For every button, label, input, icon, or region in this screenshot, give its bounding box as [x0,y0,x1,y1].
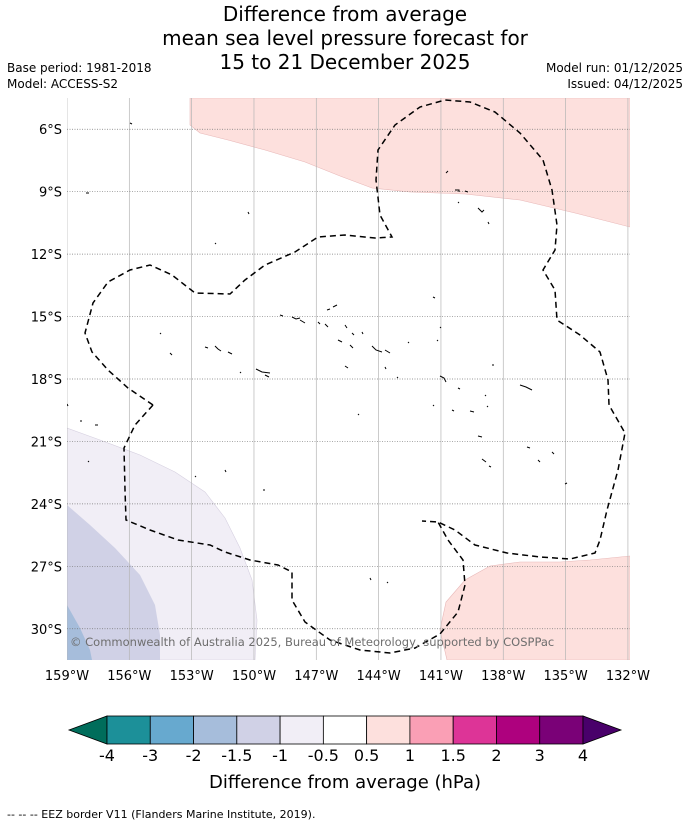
title-line-3: 15 to 21 December 2025 [219,50,471,74]
lon-tick-label: 144°W [357,669,401,684]
colorbar-tick-label: 2 [491,746,501,765]
lat-tick-label: 24°S [31,498,62,513]
lat-tick-label: 6°S [39,123,62,138]
colorbar-segment [193,715,238,745]
lon-tick-label: 147°W [294,669,338,684]
colorbar-tick-label: 0.5 [354,746,379,765]
lat-tick-label: 9°S [39,186,62,201]
lon-tick-label: 138°W [481,669,525,684]
issued-text: Issued: 04/12/2025 [567,77,683,91]
colorbar: -4 -3 -2 -1.5 -1 -0.5 0.5 1 1.5 2 3 4 [67,715,623,765]
gridlines [67,98,630,660]
colorbar-segment [236,715,281,745]
lon-tick-label: 150°W [232,669,276,684]
lon-tick-label: 159°W [45,669,89,684]
base-period-text: Base period: 1981-2018 [7,61,152,75]
colorbar-extend-low [67,715,108,745]
eez-border-southwest [123,404,466,654]
colorbar-segment [496,715,541,745]
colorbar-tick-label: 3 [535,746,545,765]
meta-left: Base period: 1981-2018 Model: ACCESS-S2 [7,60,152,92]
colorbar-segment [409,715,454,745]
colorbar-segment [149,715,194,745]
colorbar-segment [322,715,368,745]
lon-tick-label: 153°W [170,669,214,684]
map-plot-area: © Commonwealth of Australia 2025, Bureau… [67,98,630,660]
model-run-text: Model run: 01/12/2025 [545,61,683,75]
map-title: Difference from average mean sea level p… [0,2,690,74]
longitude-labels: 159°W 156°W 153°W 150°W 147°W 144°W 141°W 138°W… [45,669,650,684]
colorbar-tick-label: 1.5 [440,746,465,765]
colorbar-tick-label: -0.5 [308,746,339,765]
colorbar-extend-high [582,715,623,745]
lat-tick-label: 15°S [31,311,62,326]
islands [67,122,568,584]
colorbar-tick-label: 1 [405,746,415,765]
lon-tick-label: 135°W [544,669,588,684]
lat-tick-label: 21°S [31,435,62,450]
colorbar-segment [279,715,324,745]
colorbar-segment [539,715,584,745]
lat-tick-label: 30°S [31,623,62,638]
meta-right: Model run: 01/12/2025 Issued: 04/12/2025 [546,60,683,92]
lat-tick-label: 27°S [31,560,62,575]
colorbar-tick-label: -4 [99,746,115,765]
negative-anomaly-medium [67,505,160,660]
colorbar-segment [452,715,497,745]
footer-note: -- -- -- EEZ border V11 (Flanders Marine… [7,808,316,821]
eez-border-main [84,99,626,560]
colorbar-segment [106,715,151,745]
colorbar-label: Difference from average (hPa) [209,772,481,793]
colorbar-segment [366,715,411,745]
positive-anomaly-north [189,98,630,228]
lat-tick-label: 12°S [31,248,62,263]
lon-tick-label: 141°W [419,669,463,684]
lat-tick-label: 18°S [31,373,62,388]
latitude-labels: 6°S 9°S 12°S 15°S 18°S 21°S 24°S 27°S 30°S [31,123,62,638]
negative-anomaly-strong [67,605,92,660]
lon-tick-label: 156°W [107,669,151,684]
colorbar-tick-label: 4 [578,746,588,765]
title-line-2: mean sea level pressure forecast for [162,26,528,50]
colorbar-tick-label: -3 [142,746,158,765]
lon-tick-label: 132°W [606,669,650,684]
model-text: Model: ACCESS-S2 [7,77,119,91]
colorbar-tick-label: -1 [272,746,288,765]
title-line-1: Difference from average [222,2,468,26]
copyright-text: © Commonwealth of Australia 2025, Bureau… [70,635,554,649]
colorbar-tick-label: -1.5 [221,746,252,765]
colorbar-tick-label: -2 [186,746,202,765]
